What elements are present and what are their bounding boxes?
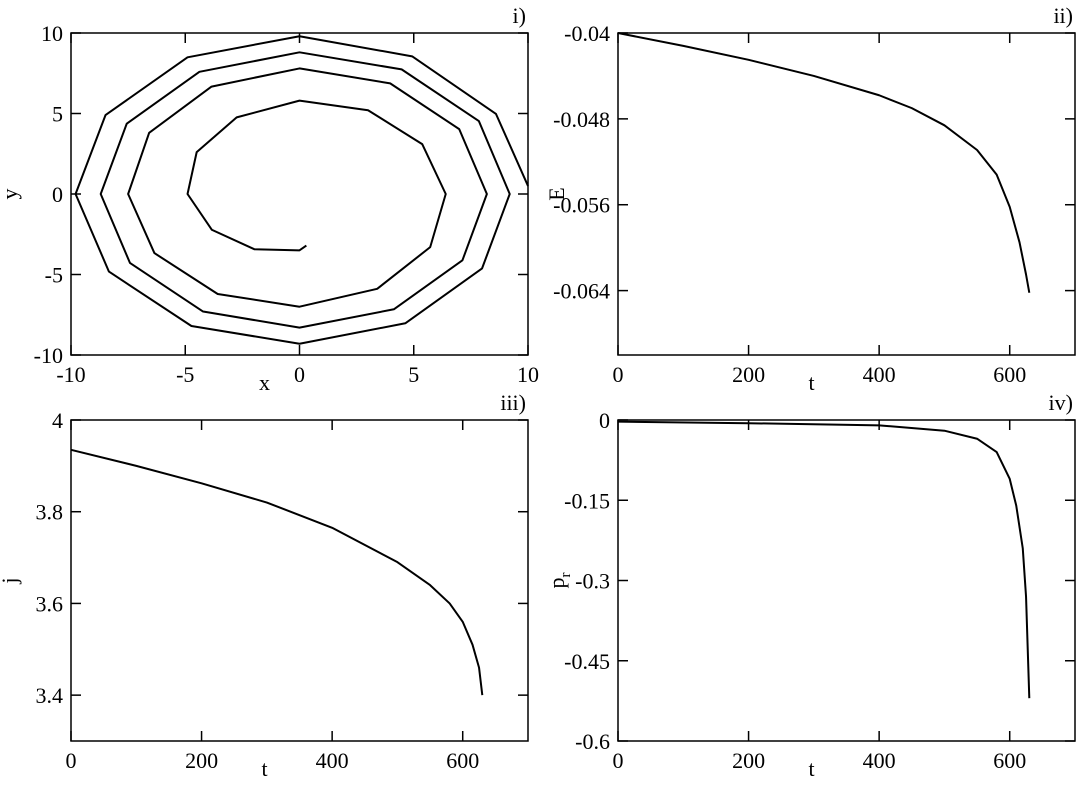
y-tick-label: 3.8: [36, 500, 64, 525]
x-tick-label: 400: [863, 362, 896, 387]
y-tick-label: -0.6: [575, 729, 610, 754]
y-axis-label: pr: [544, 573, 574, 589]
y-axis-label: y: [0, 189, 22, 200]
x-axis-label: x: [259, 370, 270, 395]
x-tick-label: 200: [732, 362, 765, 387]
y-axis-label-main: j: [0, 577, 22, 584]
y-axis-label-subscript: r: [558, 573, 574, 578]
x-tick-label: 10: [517, 362, 539, 387]
y-tick-label: -0.04: [564, 21, 610, 46]
data-line: [74, 35, 529, 345]
y-tick-label: 0: [599, 408, 610, 433]
x-tick-label: 200: [732, 748, 765, 773]
x-tick-label: 600: [446, 748, 479, 773]
plot-frame: [617, 32, 1076, 356]
panel-label: i): [513, 3, 526, 28]
x-tick-label: 0: [66, 748, 77, 773]
y-tick-label: 4: [52, 408, 63, 433]
x-axis-label: t: [808, 370, 814, 395]
y-axis-label: E: [544, 187, 569, 200]
panel-label: ii): [1053, 3, 1073, 28]
y-tick-label: -0.048: [553, 107, 610, 132]
x-tick-label: 600: [993, 748, 1026, 773]
y-axis-label: j: [0, 577, 22, 584]
y-tick-label: -0.056: [553, 193, 610, 218]
y-tick-label: -0.45: [564, 649, 610, 674]
y-axis-label-main: E: [544, 187, 569, 200]
data-line: [617, 420, 1031, 699]
x-axis-label: t: [808, 756, 814, 781]
y-tick-label: -5: [45, 263, 63, 288]
x-tick-label: 0: [613, 362, 624, 387]
y-tick-label: -0.3: [575, 569, 610, 594]
y-tick-label: -10: [34, 343, 63, 368]
plot-frame: [70, 419, 529, 742]
x-tick-label: 600: [993, 362, 1026, 387]
data-line: [70, 448, 484, 696]
x-tick-label: -10: [56, 362, 85, 387]
x-tick-label: 0: [294, 362, 305, 387]
data-line: [617, 32, 1031, 293]
y-tick-label: 3.6: [36, 591, 64, 616]
y-tick-label: -0.15: [564, 488, 610, 513]
plot-frame: [617, 419, 1076, 742]
panel-label: iv): [1049, 390, 1073, 415]
y-axis-label-main: p: [544, 578, 569, 589]
x-tick-label: 400: [863, 748, 896, 773]
y-tick-label: 5: [52, 102, 63, 127]
x-tick-label: 0: [613, 748, 624, 773]
y-tick-label: -0.064: [553, 279, 610, 304]
y-tick-label: 0: [52, 182, 63, 207]
panel-label: iii): [500, 390, 526, 415]
x-tick-label: 400: [316, 748, 349, 773]
y-tick-label: 10: [41, 21, 63, 46]
x-tick-label: 5: [408, 362, 419, 387]
x-tick-label: 200: [185, 748, 218, 773]
x-axis-label: t: [261, 756, 267, 781]
x-tick-label: -5: [176, 362, 194, 387]
y-tick-label: 3.4: [36, 683, 64, 708]
y-axis-label-main: y: [0, 189, 22, 200]
